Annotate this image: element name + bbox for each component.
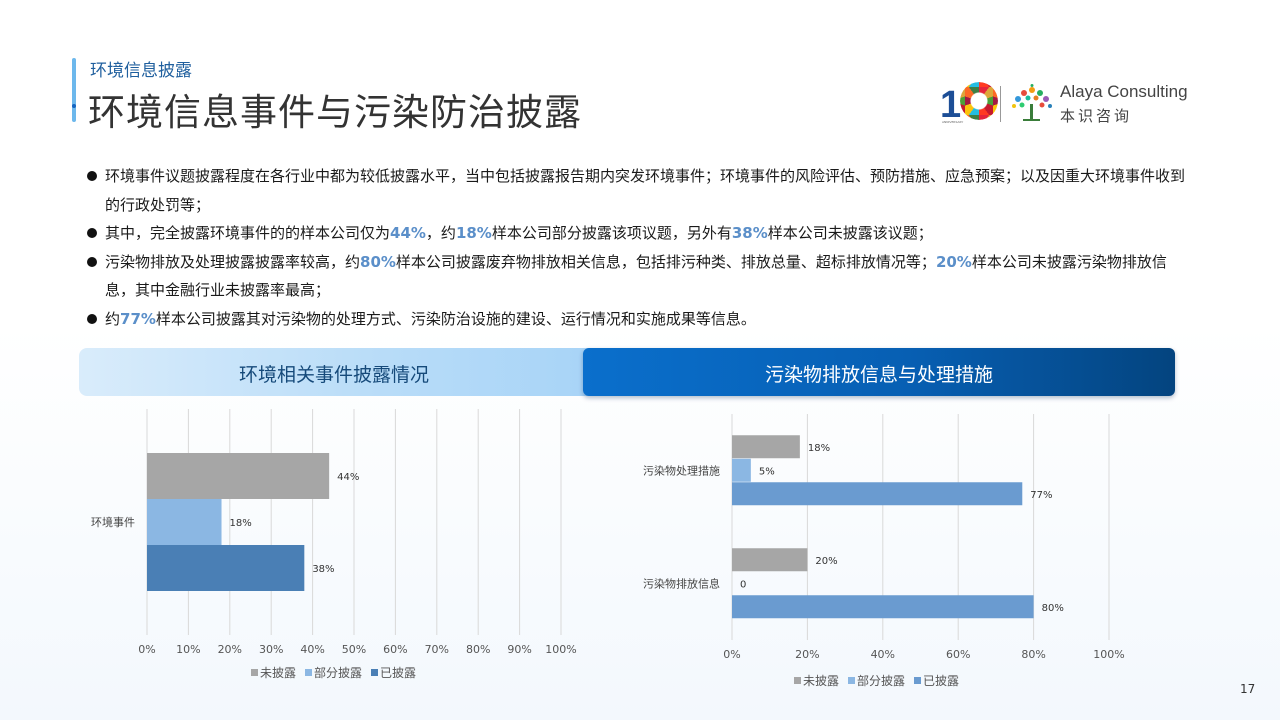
bullet-list: 环境事件议题披露程度在各行业中都为较低披露水平，当中包括披露报告期内突发环境事件… — [86, 162, 1186, 333]
bullet-text: 样本公司未披露污染物排放信息，其中金融行业未披露率最高； — [105, 252, 1167, 300]
highlight-value: 18% — [455, 224, 492, 242]
bar — [147, 453, 330, 499]
highlight-value: 80% — [360, 252, 396, 271]
chart-svg: 0% 10% 20% 30% 40% 50% 60% 70% 80% 90% 100% 环境事件 44%… — [91, 409, 577, 656]
bullet-text: 样本公司未披露该议题； — [767, 224, 933, 242]
legend-label: 未披露 — [803, 674, 840, 688]
data-label: 18% — [808, 443, 830, 454]
bullet-text: 环境事件议题披露程度在各行业中都为较低披露水平，当中包括披露报告期内突发环境事件… — [105, 167, 1186, 214]
legend-label: 已披露 — [923, 674, 960, 688]
data-label: 18% — [230, 518, 252, 529]
bullet-text: 约 — [105, 309, 121, 328]
data-label: 77% — [1030, 490, 1052, 501]
bullet-text: 其中，完全披露环境事件的的样本公司仅为 — [105, 224, 391, 242]
x-tick-label: 70% — [425, 643, 449, 656]
legend-item: 部分披露 — [305, 664, 362, 681]
bar — [732, 482, 1023, 506]
legend-swatch — [848, 677, 856, 684]
legend-swatch — [305, 669, 313, 676]
highlight-value: 44% — [390, 224, 426, 242]
legend-item: 未披露 — [251, 664, 296, 681]
x-tick-label: 90% — [507, 643, 531, 656]
bullet-item: 其中，完全披露环境事件的的样本公司仅为44%，约18%样本公司部分披露该项议题，… — [86, 219, 1186, 248]
highlight-value: 20% — [935, 252, 972, 271]
data-label: 38% — [312, 564, 334, 575]
x-tick-label: 0% — [138, 643, 155, 656]
sdg-ring-icon — [960, 82, 999, 120]
legend-swatch — [794, 677, 801, 684]
bullet-item: 污染物排放及处理披露披露率较高，约80%样本公司披露废弃物排放相关信息，包括排污… — [86, 248, 1186, 305]
bar — [732, 595, 1034, 619]
section-tabs: 环境相关事件披露情况 污染物排放信息与处理措施 — [79, 348, 1175, 398]
logo-divider — [1000, 86, 1001, 122]
legend-swatch — [914, 677, 922, 684]
category-label: 环境事件 — [91, 515, 135, 529]
environment-events-legend: 未披露 部分披露 已披露 — [251, 664, 425, 681]
page-title: 环境信息事件与污染防治披露 — [88, 91, 582, 134]
tree-logo-icon — [1012, 84, 1052, 121]
x-tick-label: 0% — [723, 648, 740, 661]
bar — [732, 548, 808, 572]
bar — [732, 435, 800, 459]
x-tick-label: 20% — [218, 643, 242, 656]
x-tick-label: 20% — [795, 648, 819, 661]
pollutant-legend: 未披露 部分披露 已披露 — [794, 672, 968, 689]
x-tick-label: 40% — [871, 648, 895, 661]
bullet-item: 环境事件议题披露程度在各行业中都为较低披露水平，当中包括披露报告期内突发环境事件… — [86, 162, 1186, 219]
data-label: 44% — [337, 472, 359, 483]
pollutant-chart: 0% 20% 40% 60% 80% 100% 污染物处理措施 18% 5% 77% 污染物排放信息… — [620, 410, 1140, 665]
bullet-item: 约77%样本公司披露其对污染物的处理方式、污染防治设施的建设、运行情况和实施成果… — [86, 305, 1186, 334]
data-label: 80% — [1042, 603, 1064, 614]
anniversary-logo: 1 — [940, 82, 999, 127]
x-tick-label: 100% — [545, 643, 576, 656]
anniversary-sub-label: ANNIVERSARY — [942, 120, 964, 124]
x-tick-label: 60% — [383, 643, 407, 656]
x-tick-label: 80% — [1021, 648, 1045, 661]
environment-events-chart: 0% 10% 20% 30% 40% 50% 60% 70% 80% 90% 100% 环境事件 44%… — [80, 405, 600, 656]
data-label: 5% — [759, 466, 775, 477]
category-label: 污染物处理措施 — [643, 464, 720, 478]
bullet-text: 样本公司部分披露该项议题，另外有 — [491, 224, 732, 242]
company-logo: 1 ANNIVERSARY Alaya Consulting 本识咨询 — [940, 82, 1190, 126]
legend-label: 已披露 — [380, 666, 417, 680]
legend-swatch — [251, 669, 258, 676]
x-tick-label: 50% — [342, 643, 366, 656]
data-label: 0 — [740, 579, 746, 590]
bar — [732, 458, 751, 482]
company-name-cn: 本识咨询 — [1060, 107, 1133, 125]
x-tick-label: 80% — [466, 643, 490, 656]
bullet-text: ，约 — [425, 224, 456, 242]
title-accent-bar — [72, 58, 76, 122]
legend-label: 部分披露 — [857, 674, 906, 688]
page-number: 17 — [1240, 682, 1256, 696]
x-tick-label: 30% — [259, 643, 283, 656]
bullet-text: 样本公司披露其对污染物的处理方式、污染防治设施的建设、运行情况和实施成果等信息。 — [155, 309, 756, 328]
title-accent-dot — [72, 104, 76, 108]
bar — [147, 545, 305, 591]
legend-label: 未披露 — [260, 666, 297, 680]
legend-item: 部分披露 — [848, 672, 905, 689]
legend-item: 已披露 — [914, 672, 959, 689]
x-tick-label: 10% — [176, 643, 200, 656]
legend-item: 已披露 — [371, 664, 416, 681]
legend-item: 未披露 — [794, 672, 839, 689]
tab-pollutant-emission: 污染物排放信息与处理措施 — [583, 348, 1175, 396]
x-tick-label: 100% — [1093, 648, 1124, 661]
section-kicker: 环境信息披露 — [90, 61, 192, 81]
x-tick-label: 60% — [946, 648, 970, 661]
data-label: 20% — [815, 556, 837, 567]
legend-label: 部分披露 — [314, 666, 363, 680]
highlight-value: 38% — [731, 224, 768, 242]
highlight-value: 77% — [120, 309, 156, 328]
bullet-text: 样本公司披露废弃物排放相关信息，包括排污种类、排放总量、超标排放情况等； — [395, 252, 936, 271]
company-name-en: Alaya Consulting — [1060, 82, 1188, 101]
category-label: 污染物排放信息 — [643, 577, 720, 591]
tab-environment-events: 环境相关事件披露情况 — [79, 348, 589, 396]
bullet-text: 污染物排放及处理披露披露率较高，约 — [105, 252, 361, 271]
chart-svg: 0% 20% 40% 60% 80% 100% 污染物处理措施 18% 5% 77% 污染物排放信息… — [643, 414, 1125, 661]
x-tick-label: 40% — [300, 643, 324, 656]
bar — [147, 499, 222, 545]
legend-swatch — [371, 669, 379, 676]
